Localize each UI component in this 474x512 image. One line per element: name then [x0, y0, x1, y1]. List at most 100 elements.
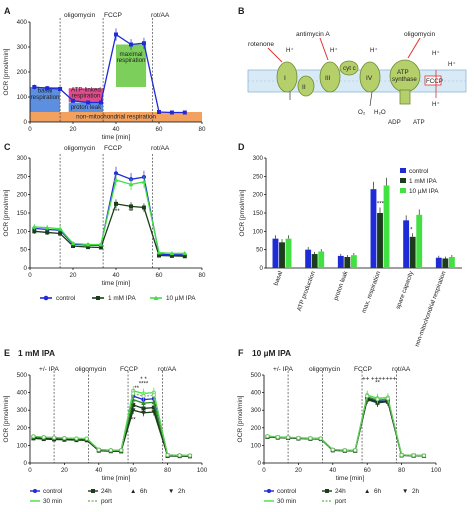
d-category-label-1: ATP production [296, 270, 317, 312]
label-complex-iv: IV [366, 75, 373, 82]
e-series-1-point-9 [131, 402, 136, 407]
e-series-3-point-9 [130, 408, 136, 413]
d-annotation-0: *** [377, 201, 385, 208]
c-annotation-0: *** [112, 208, 120, 215]
label-complex-ii: II [302, 84, 306, 91]
c-series-2-point-3 [70, 241, 76, 246]
c-series-0-point-6 [113, 171, 119, 176]
d-bar-4-1 [409, 236, 416, 268]
inj-e-ipa: +/- IPA [39, 366, 59, 373]
f-series-2-line [267, 396, 424, 457]
e-series-5-point-6 [96, 447, 101, 452]
c-xtick-label-4: 80 [199, 272, 206, 279]
label-h-3: H⁺ [370, 47, 378, 54]
legend-e-30min: 30 min [43, 498, 63, 505]
label-h-2: H⁺ [330, 47, 338, 54]
d-bar-3-0 [370, 189, 377, 268]
d-bar-5-2 [448, 257, 455, 268]
f-series-5-point-8 [353, 448, 358, 453]
legend-f-2h-marker: ▼ [402, 488, 408, 495]
legend-f-6h: 6h [374, 488, 382, 495]
f-series-5-point-2 [286, 435, 291, 440]
f-annotation-1: ** [375, 379, 380, 386]
region-atp-label-1: ATP-linked [71, 87, 101, 94]
c-series-2-point-1 [44, 225, 50, 230]
d-ytick-label-0: 0 [260, 265, 264, 272]
inj-c-oligomycin: oligomycin [64, 145, 95, 152]
a-xtick-label-2: 40 [113, 126, 120, 133]
c-series-2-point-7 [128, 182, 134, 187]
c-series-2-point-0 [32, 224, 37, 229]
region-basal [30, 87, 61, 112]
e-series-5-point-2 [52, 435, 57, 440]
d-bar-2-2 [350, 255, 357, 268]
label-oligomycin: oligomycin [404, 31, 435, 38]
legend-e-6h: 6h [140, 488, 148, 495]
f-series-5-line [267, 395, 424, 457]
a-xtick-label-4: 80 [199, 126, 206, 133]
inj-e-rotaa: rot/AA [158, 366, 177, 373]
e-xtick-label-3: 60 [130, 467, 137, 474]
e-series-5-point-1 [41, 435, 46, 440]
label-h-4: H⁺ [432, 50, 440, 57]
c-xtick-label-2: 40 [113, 272, 120, 279]
f-series-5-point-3 [296, 436, 301, 441]
e-series-1-point-10 [141, 406, 146, 411]
d-category-label-3: max. respiration [361, 270, 383, 314]
legend-f-control-marker [267, 489, 271, 493]
f-series-5-point-7 [342, 448, 347, 453]
panel-e-chart: 0 100 200 300 400 500 0 20 40 60 80 100 time [min] OC… [3, 371, 208, 482]
a-series-0-point-11 [182, 110, 187, 115]
f-xlabel: time [min] [336, 475, 365, 482]
d-bar-1-0 [305, 249, 312, 268]
region-nonmito [30, 112, 202, 122]
d-bar-2-1 [344, 257, 351, 268]
e-annotation-3: ** [131, 417, 136, 424]
e-series-5-point-10 [141, 394, 146, 399]
c-annotation-1: ** [129, 208, 134, 215]
cytochrome-c [339, 60, 359, 76]
legend-f-6h-marker: ▲ [364, 488, 370, 495]
arrow-antimycin [319, 37, 329, 61]
d-bar-4-0 [403, 220, 410, 268]
panel-f-chart: 0 100 200 300 400 500 0 20 40 60 80 100 time [min] OC… [237, 371, 442, 482]
c-ytick-label-1: 50 [20, 247, 27, 254]
c-series-2-point-4 [85, 242, 91, 247]
inj-c-rotaa: rot/AA [151, 145, 170, 152]
c-series-2-line [34, 179, 185, 254]
inj-f-fccp: FCCP [354, 366, 373, 373]
arrow-rotenone [267, 47, 283, 63]
e-ytick-label-3: 300 [17, 407, 28, 414]
inj-e-oligomycin: oligomycin [75, 366, 106, 373]
c-series-2-point-10 [169, 250, 175, 256]
label-rotenone: rotenone [248, 41, 274, 48]
e-series-5-point-7 [108, 448, 113, 453]
f-ytick-label-2: 200 [251, 425, 262, 432]
f-series-5-point-11 [385, 396, 390, 401]
legend-e-control-marker [33, 489, 37, 493]
label-cytc: cyt c [343, 65, 356, 72]
d-bar-1-1 [311, 254, 318, 268]
e-series-3-point-11 [151, 410, 157, 415]
f-series-5-point-1 [275, 435, 280, 440]
region-proton [68, 102, 104, 112]
c-series-1-point-5 [98, 245, 103, 250]
d-bar-0-1 [279, 242, 285, 268]
e-series-5-point-14 [187, 453, 192, 458]
region-atp-label-2: respiration [71, 93, 100, 100]
panel-letter-f: F [238, 348, 244, 358]
d-category-label-5: non-mitochondrial respiration [414, 270, 448, 348]
complex-ii [297, 75, 315, 97]
f-series-3-line [267, 397, 424, 457]
inj-a-oligomycin: oligomycin [64, 12, 95, 19]
e-ytick-label-2: 200 [17, 425, 28, 432]
d-bar-3-1 [377, 213, 383, 268]
fccp-box [424, 75, 442, 86]
f-ytick-label-1: 100 [251, 442, 262, 449]
panel-c-chart: 0 50 100 150 200 250 300 0 20 40 60 80 time [min] OCR… [3, 154, 206, 287]
a-xtick-label-0: 0 [28, 126, 32, 133]
f-xtick-label-5: 100 [431, 467, 442, 474]
e-ytick-label-1: 100 [17, 442, 28, 449]
e-series-3-point-10 [141, 411, 146, 416]
